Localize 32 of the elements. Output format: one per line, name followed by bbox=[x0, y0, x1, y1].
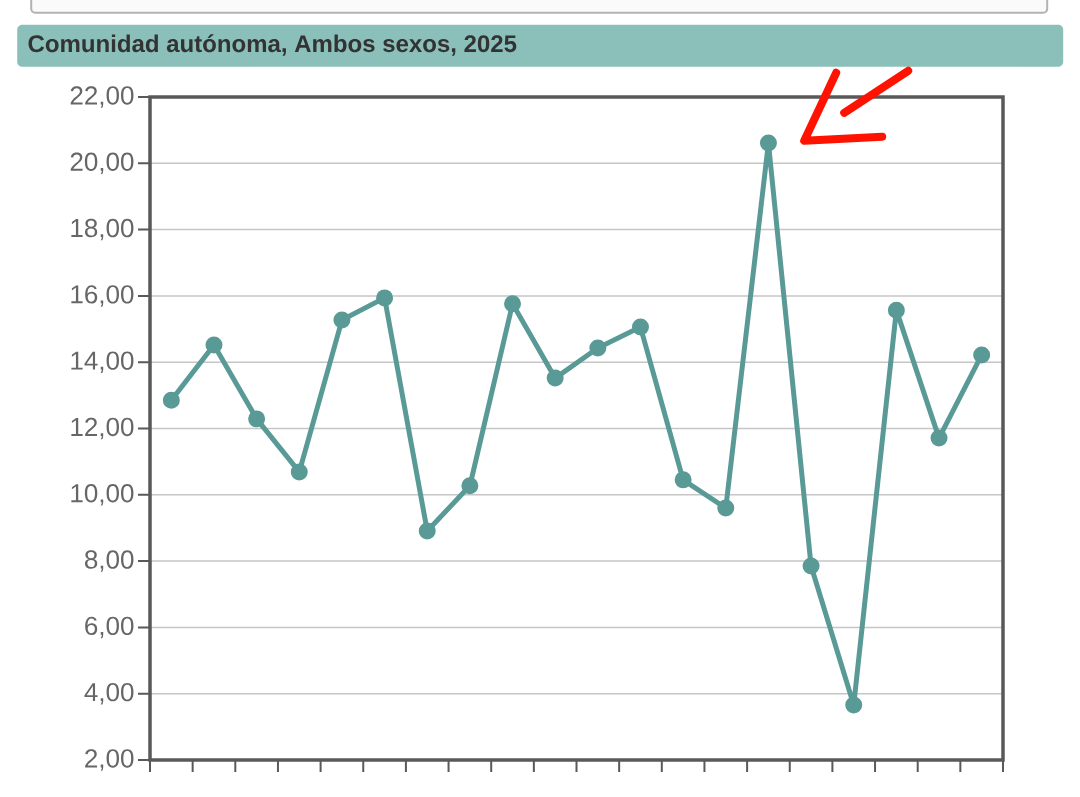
y-tick-label: 8,00 bbox=[85, 550, 134, 572]
y-tick-label: 12,00 bbox=[71, 417, 134, 440]
point bbox=[376, 289, 394, 307]
point bbox=[674, 471, 692, 489]
y-tick-label: 18,00 bbox=[71, 218, 134, 241]
point bbox=[845, 696, 863, 714]
y-tick-label: 2,00 bbox=[85, 749, 134, 771]
point bbox=[418, 522, 436, 540]
y-tick-label: 14,00 bbox=[71, 351, 134, 373]
point bbox=[717, 499, 735, 517]
point bbox=[973, 346, 991, 364]
point bbox=[333, 311, 351, 329]
point bbox=[162, 391, 180, 409]
point bbox=[248, 410, 266, 428]
y-tick-label: 22,00 bbox=[70, 86, 134, 108]
point bbox=[504, 295, 522, 313]
chart-title: Comunidad autónoma, Ambos sexos, 2025 bbox=[28, 34, 517, 56]
point bbox=[631, 318, 649, 336]
point bbox=[802, 557, 820, 575]
point bbox=[290, 463, 308, 481]
y-tick-label: 20,00 bbox=[70, 152, 134, 175]
point bbox=[546, 369, 564, 387]
point bbox=[887, 301, 905, 319]
point bbox=[930, 429, 948, 447]
y-tick-label: 10,00 bbox=[71, 484, 134, 506]
y-tick-label: 16,00 bbox=[71, 285, 134, 307]
y-tick-label: 4,00 bbox=[84, 682, 134, 705]
point bbox=[759, 134, 777, 152]
point bbox=[205, 336, 223, 354]
point bbox=[589, 339, 607, 357]
y-tick-label: 6,00 bbox=[85, 616, 134, 639]
point bbox=[461, 477, 479, 495]
